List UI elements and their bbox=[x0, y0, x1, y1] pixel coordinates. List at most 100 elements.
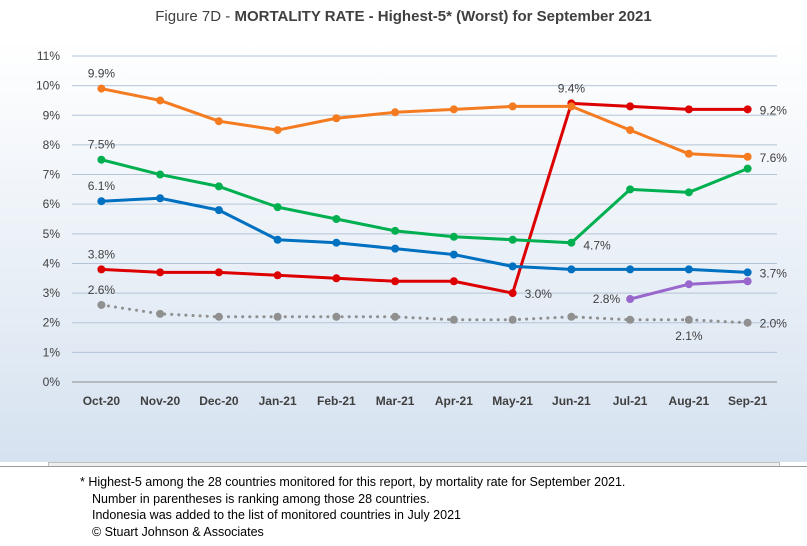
data-point bbox=[449, 277, 458, 286]
data-point bbox=[97, 84, 106, 93]
footnote-line-1: * Highest-5 among the 28 countries monit… bbox=[80, 475, 626, 489]
chart-title-main: MORTALITY RATE - Highest-5* (Worst) for … bbox=[234, 8, 652, 25]
y-tick-label: 2% bbox=[43, 316, 61, 330]
data-point bbox=[156, 96, 165, 105]
x-tick-label: Oct-20 bbox=[83, 394, 121, 408]
data-point bbox=[391, 312, 400, 321]
series-line bbox=[101, 158, 749, 245]
data-point bbox=[508, 102, 517, 111]
data-point bbox=[214, 268, 223, 277]
data-point bbox=[743, 164, 752, 173]
data-point bbox=[214, 182, 223, 191]
data-point bbox=[626, 126, 635, 135]
data-label: 2.0% bbox=[760, 317, 788, 331]
data-point bbox=[214, 206, 223, 215]
data-point bbox=[332, 312, 341, 321]
data-point bbox=[626, 315, 635, 324]
x-tick-label: Apr-21 bbox=[435, 394, 473, 408]
data-point bbox=[391, 108, 400, 117]
data-point bbox=[449, 250, 458, 259]
y-tick-label: 6% bbox=[43, 197, 61, 211]
data-point bbox=[332, 274, 341, 283]
chart-title: Figure 7D - MORTALITY RATE - Highest-5* … bbox=[0, 8, 807, 25]
data-label: 4.7% bbox=[583, 239, 611, 253]
y-tick-label: 8% bbox=[43, 138, 61, 152]
footnote-line-2: Number in parentheses is ranking among t… bbox=[92, 491, 430, 506]
data-point bbox=[743, 277, 752, 286]
data-point bbox=[332, 114, 341, 123]
data-point bbox=[626, 265, 635, 274]
y-tick-label: 0% bbox=[43, 375, 61, 389]
data-label: 2.8% bbox=[593, 292, 621, 306]
data-label: 2.1% bbox=[675, 329, 703, 343]
data-label: 7.5% bbox=[88, 138, 116, 152]
data-label: 7.6% bbox=[760, 151, 788, 165]
y-tick-label: 1% bbox=[43, 345, 61, 359]
chart-panel: 0% 1% 2% 3% 4% 5% 6% 7% 8% 9% 10% 11% Oct-20 Nov-20 De… bbox=[0, 40, 807, 492]
series-line bbox=[101, 101, 748, 295]
data-point bbox=[626, 102, 635, 111]
data-point bbox=[332, 238, 341, 247]
data-point bbox=[508, 289, 517, 298]
series-line bbox=[101, 87, 748, 159]
data-point bbox=[97, 155, 106, 164]
data-point bbox=[743, 318, 752, 327]
data-point bbox=[684, 149, 693, 158]
x-tick-label: Mar-21 bbox=[376, 394, 415, 408]
data-label: 6.1% bbox=[88, 179, 116, 193]
data-point bbox=[273, 235, 282, 244]
data-point bbox=[156, 170, 165, 179]
data-point bbox=[567, 312, 576, 321]
data-label: 9.4% bbox=[558, 81, 586, 95]
data-point bbox=[449, 105, 458, 114]
data-point bbox=[273, 312, 282, 321]
y-tick-label: 5% bbox=[43, 227, 61, 241]
data-point bbox=[508, 262, 517, 271]
data-point bbox=[567, 265, 576, 274]
data-point bbox=[391, 226, 400, 235]
data-point bbox=[273, 126, 282, 135]
x-tick-label: Aug-21 bbox=[669, 394, 710, 408]
data-point bbox=[626, 295, 635, 304]
x-tick-label: Jan-21 bbox=[259, 394, 297, 408]
data-point bbox=[508, 235, 517, 244]
data-point bbox=[391, 277, 400, 286]
data-point bbox=[449, 315, 458, 324]
x-tick-label: Jun-21 bbox=[552, 394, 591, 408]
x-tick-label: Nov-20 bbox=[140, 394, 180, 408]
data-point bbox=[391, 244, 400, 253]
data-point bbox=[684, 315, 693, 324]
y-tick-label: 11% bbox=[37, 49, 60, 63]
data-point bbox=[508, 315, 517, 324]
data-label: 9.2% bbox=[760, 103, 788, 117]
data-point bbox=[626, 185, 635, 194]
data-point bbox=[449, 232, 458, 241]
data-point bbox=[684, 105, 693, 114]
data-point bbox=[273, 271, 282, 280]
data-label: 3.8% bbox=[88, 247, 116, 261]
data-point bbox=[567, 238, 576, 247]
data-point bbox=[684, 188, 693, 197]
data-point bbox=[214, 117, 223, 126]
data-point bbox=[273, 203, 282, 212]
data-point bbox=[332, 215, 341, 223]
line-chart: 0% 1% 2% 3% 4% 5% 6% 7% 8% 9% 10% 11% Oct-20 Nov-20 De… bbox=[36, 49, 788, 408]
y-tick-label: 7% bbox=[43, 168, 61, 182]
series-line bbox=[101, 196, 748, 274]
x-tick-label: Jul-21 bbox=[613, 394, 648, 408]
data-point bbox=[743, 152, 752, 161]
data-point bbox=[214, 312, 223, 321]
data-point bbox=[684, 280, 693, 289]
data-point bbox=[743, 268, 752, 277]
data-point bbox=[97, 300, 106, 309]
footnote: * Highest-5 among the 28 countries monit… bbox=[0, 466, 807, 546]
data-point bbox=[97, 265, 106, 274]
chart-title-prefix: Figure 7D - bbox=[155, 8, 235, 25]
x-tick-label: May-21 bbox=[492, 394, 533, 408]
series-line bbox=[99, 303, 750, 325]
x-tick-label: Dec-20 bbox=[199, 394, 239, 408]
x-tick-label: Feb-21 bbox=[317, 394, 356, 408]
data-point bbox=[743, 105, 752, 114]
footnote-line-3: Indonesia was added to the list of monit… bbox=[92, 508, 461, 522]
data-label: 3.7% bbox=[760, 266, 788, 280]
